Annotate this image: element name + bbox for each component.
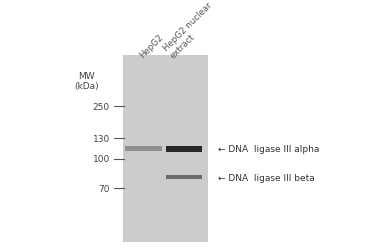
Text: 70: 70 — [98, 184, 110, 193]
Bar — [123, 56, 208, 242]
Bar — [125, 147, 162, 152]
Text: 250: 250 — [93, 102, 110, 112]
Text: ← DNA  ligase III alpha: ← DNA ligase III alpha — [218, 145, 319, 154]
Bar — [166, 146, 202, 152]
Text: HepG2: HepG2 — [138, 33, 165, 60]
Bar — [166, 176, 202, 179]
Text: HepG2 nuclear
extract: HepG2 nuclear extract — [161, 1, 221, 60]
Text: ← DNA  ligase III beta: ← DNA ligase III beta — [218, 173, 314, 182]
Text: 130: 130 — [92, 134, 110, 143]
Text: 100: 100 — [92, 154, 110, 164]
Text: MW
(kDa): MW (kDa) — [74, 71, 99, 90]
